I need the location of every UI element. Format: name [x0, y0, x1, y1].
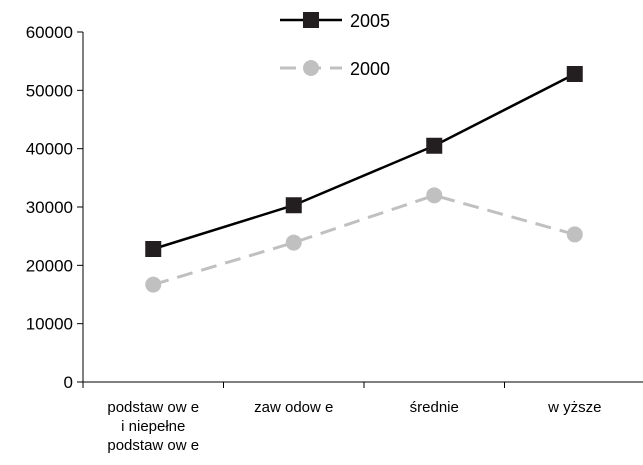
data-point-marker	[285, 197, 302, 214]
legend-marker	[303, 60, 319, 76]
data-point-marker	[566, 226, 583, 243]
x-category-label-line: zaw odow e	[254, 399, 333, 416]
y-tick-label: 60000	[26, 23, 73, 42]
series-layer	[145, 66, 583, 293]
x-category-label-line: podstaw ow e	[107, 399, 199, 416]
x-category-label: średnie	[410, 399, 459, 416]
x-category-label-line: podstaw ow e	[107, 437, 199, 454]
y-tick-label: 10000	[26, 315, 73, 334]
series-line-2000	[152, 193, 576, 287]
y-axis: 0 10000 20000 30000 40000 50000 60000	[26, 23, 84, 392]
data-point-marker	[285, 234, 302, 251]
series-2000	[145, 187, 583, 293]
y-tick-label: 30000	[26, 198, 73, 217]
legend-item-2000: 2000	[280, 59, 390, 79]
data-point-marker	[426, 137, 443, 154]
x-axis: podstaw ow e i niepełne podstaw ow e zaw od…	[82, 381, 643, 454]
x-category-label-line: i niepełne	[121, 418, 185, 435]
legend-label: 2000	[350, 59, 390, 79]
data-point-marker	[145, 276, 162, 293]
x-category-label: w yższe	[547, 399, 601, 416]
legend-label: 2005	[350, 11, 390, 31]
x-category-label-line: w yższe	[547, 399, 601, 416]
y-tick-label: 50000	[26, 81, 73, 100]
series-2005	[145, 66, 583, 257]
legend: 2005 2000	[280, 11, 390, 79]
series-line-2005	[152, 72, 576, 251]
y-tick-label: 20000	[26, 256, 73, 275]
legend-marker	[303, 12, 319, 28]
data-point-marker	[426, 187, 443, 204]
data-point-marker	[566, 66, 583, 82]
legend-item-2005: 2005	[280, 11, 390, 31]
y-tick-label: 0	[64, 373, 73, 392]
data-point-marker	[145, 241, 162, 257]
x-category-label: podstaw ow e i niepełne podstaw ow e	[107, 399, 199, 454]
y-tick-label: 40000	[26, 140, 73, 159]
x-category-label-line: średnie	[410, 399, 459, 416]
x-category-label: zaw odow e	[254, 399, 333, 416]
